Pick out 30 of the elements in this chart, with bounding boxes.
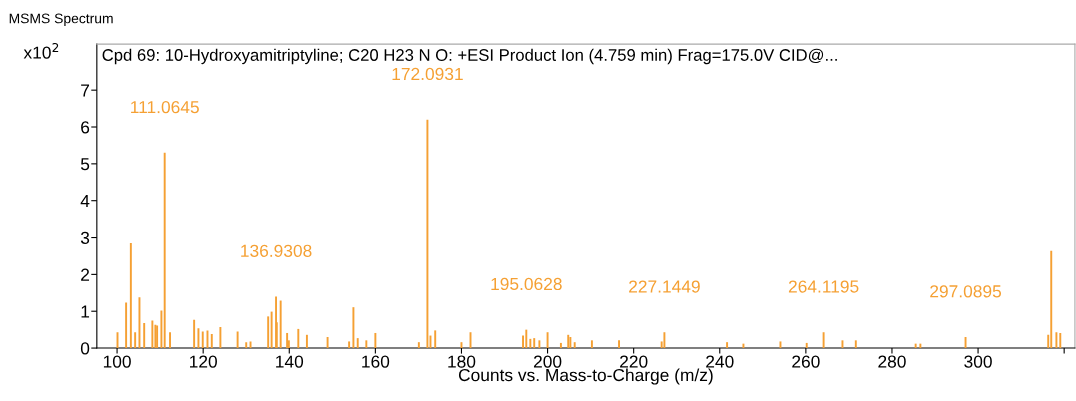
- annotation: 172.0931: [392, 67, 463, 81]
- x-tick-label: 140: [276, 355, 304, 368]
- annotation: 297.0895: [930, 285, 1002, 298]
- annotation: 264.1195: [788, 280, 859, 293]
- annotation: 195.0628: [491, 277, 562, 291]
- y-axis-title: x10$^{2}$: [23, 42, 59, 59]
- x-tick-label: 120: [190, 355, 217, 368]
- x-axis-title: Counts vs. Mass-to-Charge (m/z): [458, 368, 713, 385]
- annotation: 111.0645: [131, 100, 199, 114]
- chart-subtitle: Cpd 69: 10-Hydroxyamitriptyline; C20 H23 N O: +ESI Product Ion (4.759 min) Frag=175.0V CID@...: [102, 48, 837, 65]
- y-tick-label: 7: [81, 84, 90, 97]
- x-tick-label: 180: [448, 355, 476, 368]
- x-tick-label: 240: [706, 355, 734, 368]
- chart-title: MSMS Spectrum: [9, 13, 113, 27]
- x-tick-label: 100: [103, 355, 131, 368]
- y-tick-label: 6: [81, 121, 90, 134]
- x-tick-label: 220: [620, 355, 648, 368]
- x-tick-label: 160: [362, 355, 390, 368]
- y-tick-label: 0: [80, 342, 90, 355]
- x-tick-label: 300: [964, 355, 992, 368]
- x-tick-label: 280: [878, 355, 906, 368]
- y-tick-label: 5: [80, 158, 90, 171]
- y-tick-label: 2: [81, 268, 90, 281]
- annotation: 227.1449: [629, 280, 700, 293]
- x-tick-label: 260: [792, 355, 820, 368]
- x-tick-label: 200: [533, 355, 562, 368]
- y-tick-label: 1: [81, 305, 90, 318]
- annotation: 136.9308: [241, 244, 312, 257]
- y-tick-label: 3: [80, 231, 90, 244]
- y-tick-label: 4: [80, 195, 90, 207]
